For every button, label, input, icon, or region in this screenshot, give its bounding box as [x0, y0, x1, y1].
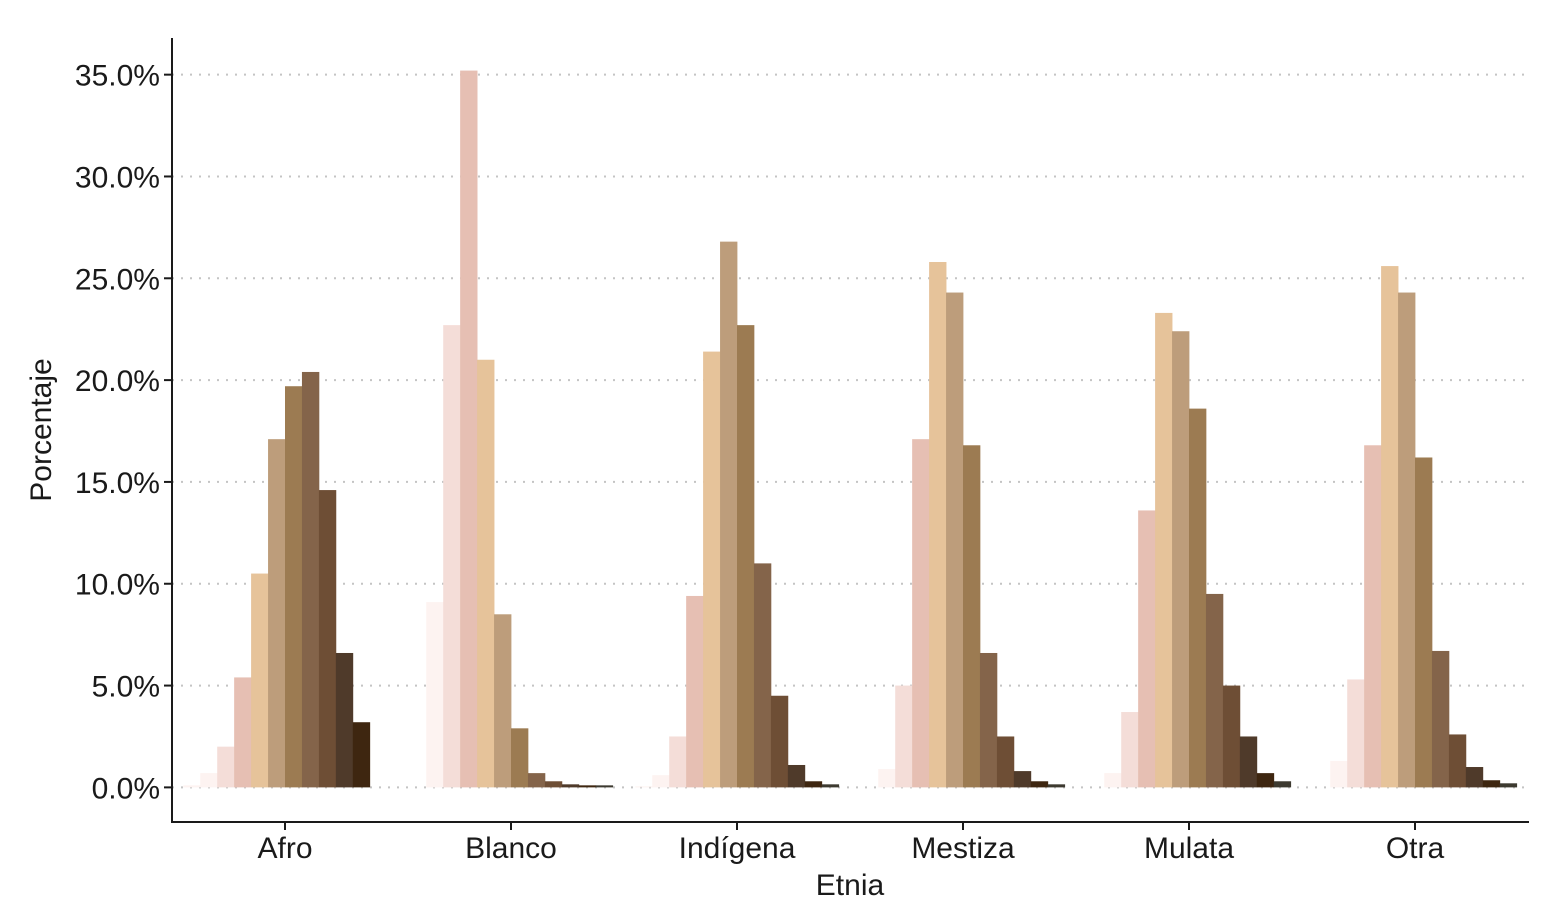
bar: [595, 785, 614, 788]
y-tick-label: 25.0%: [75, 263, 160, 296]
bar: [1205, 593, 1224, 788]
bar: [183, 785, 201, 788]
bar: [1155, 312, 1173, 788]
bar: [251, 573, 269, 788]
bar: [929, 262, 947, 788]
bar: [1030, 781, 1049, 788]
bar: [1398, 292, 1416, 788]
bar: [1381, 266, 1399, 788]
bar: [1172, 331, 1190, 788]
bar: [720, 241, 738, 788]
bar: [511, 728, 529, 788]
bar: [1013, 771, 1032, 788]
bar: [335, 652, 354, 788]
bar: [703, 351, 721, 788]
bar: [1465, 767, 1484, 788]
x-tick-label: Otra: [1386, 832, 1445, 865]
y-ticks: 0.0% 5.0% 10.0% 15.0% 20.0% 25.0% 30.0% 35.0%: [75, 60, 172, 805]
bar: [1347, 679, 1365, 788]
bar: [770, 695, 789, 788]
bar: [1121, 712, 1139, 788]
bar: [494, 614, 512, 788]
bar: [1482, 780, 1501, 788]
bar: [1222, 685, 1241, 788]
bar: [234, 677, 252, 788]
bar: [352, 722, 371, 788]
bar: [1364, 445, 1382, 788]
bar: [1330, 760, 1348, 788]
bar: [1273, 781, 1292, 788]
bar: [1239, 736, 1258, 788]
y-tick-label: 15.0%: [75, 467, 160, 500]
x-tick-label: Blanco: [465, 832, 557, 865]
y-tick-label: 10.0%: [75, 569, 160, 602]
bar: [878, 769, 896, 788]
x-tick-label: Mestiza: [911, 832, 1015, 865]
bar: [787, 764, 806, 788]
x-axis-title: Etnia: [816, 869, 885, 902]
bar: [527, 773, 546, 788]
bar: [946, 292, 964, 788]
y-tick-label: 35.0%: [75, 60, 160, 93]
y-tick-label: 5.0%: [92, 671, 160, 704]
bar: [686, 595, 704, 788]
x-tick-label: Indígena: [679, 832, 796, 865]
bar: [635, 786, 653, 788]
bar: [804, 781, 823, 788]
bar: [1448, 734, 1467, 788]
bar: [1256, 773, 1275, 788]
bar: [561, 784, 580, 788]
bar: [912, 439, 930, 788]
bar: [544, 781, 563, 788]
bar: [1499, 783, 1518, 788]
bar: [268, 439, 286, 788]
bar: [1047, 784, 1066, 788]
y-tick-label: 20.0%: [75, 365, 160, 398]
bar: [578, 785, 597, 788]
bar: [1138, 510, 1156, 788]
x-ticks: Afro Blanco Indígena Mestiza Mulata Otra: [257, 822, 1444, 865]
bar: [1104, 773, 1122, 788]
y-tick-label: 0.0%: [92, 772, 160, 805]
bar: [301, 371, 320, 788]
bar: [1189, 408, 1207, 788]
bar: [318, 490, 337, 788]
bar: [652, 775, 670, 788]
bar: [200, 773, 218, 788]
bars: [183, 70, 1518, 788]
bar: [895, 685, 913, 788]
bar: [443, 325, 461, 788]
bar: [477, 359, 495, 788]
y-tick-label: 30.0%: [75, 161, 160, 194]
bar: [426, 602, 444, 788]
bar: [821, 784, 840, 788]
bar: [753, 563, 772, 788]
bar: [285, 386, 303, 788]
bar: [669, 736, 687, 788]
x-tick-label: Mulata: [1144, 832, 1234, 865]
axes: [171, 38, 1529, 823]
bar: [460, 70, 478, 788]
x-tick-label: Afro: [257, 832, 312, 865]
bar: [1431, 650, 1450, 788]
bar: [979, 652, 998, 788]
y-axis-title: Porcentaje: [25, 358, 58, 501]
bar: [1415, 457, 1433, 788]
bar: [737, 325, 755, 788]
bar: [963, 445, 981, 788]
bar: [217, 746, 235, 788]
gridlines: [172, 73, 1528, 789]
bar: [996, 736, 1015, 788]
